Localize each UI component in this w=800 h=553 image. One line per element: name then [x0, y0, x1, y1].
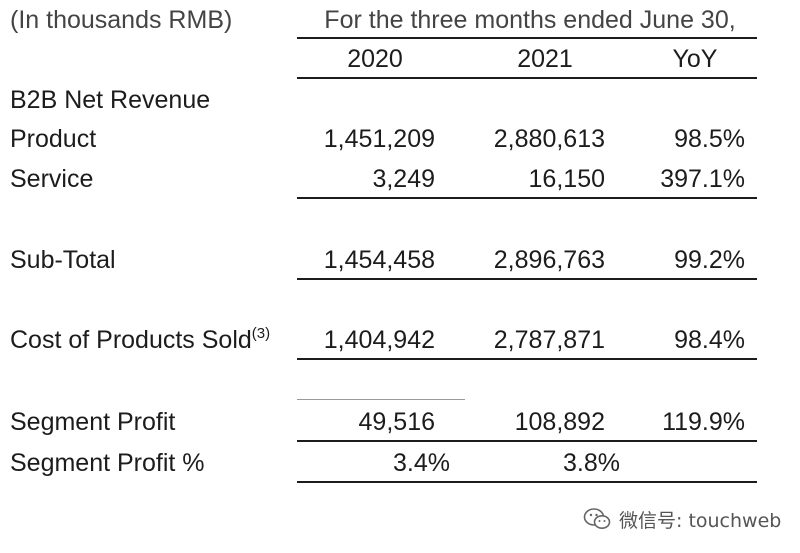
product-2021: 2,880,613	[493, 125, 605, 153]
cost-2021: 2,787,871	[493, 326, 605, 354]
cost-rule	[297, 358, 757, 360]
unit-note: (In thousands RMB)	[10, 6, 233, 34]
column-header-yoy: YoY	[672, 45, 718, 73]
segment-profit-pct-2021: 3.8%	[563, 449, 620, 477]
wechat-icon	[583, 508, 611, 529]
subtotal-2020: 1,454,458	[323, 246, 435, 274]
subtotal-rule	[297, 278, 757, 280]
segment-profit-top-rule	[297, 399, 465, 400]
service-2021: 16,150	[528, 165, 605, 193]
segment-profit-yoy: 119.9%	[662, 408, 745, 436]
column-header-2020: 2020	[347, 45, 403, 73]
watermark: 微信号: touchweb	[583, 505, 781, 533]
subtotal-yoy: 99.2%	[674, 246, 745, 274]
header-rule	[297, 37, 757, 39]
service-label: Service	[10, 165, 94, 193]
cost-2020: 1,404,942	[323, 326, 435, 354]
segment-profit-pct-label: Segment Profit %	[10, 449, 205, 477]
segment-profit-label: Segment Profit	[10, 408, 176, 436]
product-yoy: 98.5%	[674, 125, 745, 153]
service-yoy: 397.1%	[660, 165, 745, 193]
product-2020: 1,451,209	[323, 125, 435, 153]
cost-label: Cost of Products Sold(3)	[10, 325, 270, 355]
product-label: Product	[10, 125, 97, 153]
subtotal-2021: 2,896,763	[493, 246, 605, 274]
watermark-text: 微信号: touchweb	[619, 509, 782, 532]
section-title: B2B Net Revenue	[10, 86, 211, 114]
segment-profit-pct-rule	[297, 481, 757, 483]
segment-profit-pct-2020: 3.4%	[393, 449, 450, 477]
subtotal-label: Sub-Total	[10, 246, 116, 274]
cost-yoy: 98.4%	[674, 326, 745, 354]
segment-profit-rule	[297, 440, 757, 442]
period-header: For the three months ended June 30,	[324, 6, 736, 34]
segment-profit-2021: 108,892	[514, 408, 605, 436]
cost-label-text: Cost of Products Sold	[10, 326, 252, 354]
service-rule	[297, 197, 757, 199]
cost-footnote: (3)	[251, 325, 271, 342]
columns-rule	[297, 77, 757, 79]
service-2020: 3,249	[372, 165, 435, 193]
segment-profit-2020: 49,516	[358, 408, 435, 436]
column-header-2021: 2021	[517, 45, 573, 73]
